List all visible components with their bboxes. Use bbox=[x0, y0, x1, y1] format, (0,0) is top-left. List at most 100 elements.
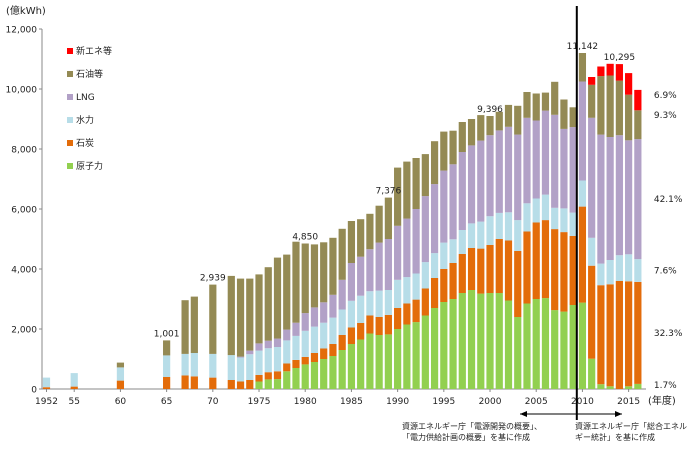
bar-segment bbox=[486, 245, 494, 293]
legend-swatch bbox=[67, 117, 73, 123]
x-tick-label: 1990 bbox=[386, 397, 409, 407]
source-note: 資源エネルギー庁「総合エネル bbox=[575, 421, 687, 431]
bar-segment bbox=[301, 364, 309, 389]
bar-segment bbox=[458, 122, 466, 152]
bar-segment bbox=[384, 290, 392, 315]
bar-segment bbox=[486, 216, 494, 245]
share-label: 1.7% bbox=[654, 381, 677, 391]
bar-segment bbox=[569, 305, 577, 389]
bar-segment bbox=[366, 315, 374, 334]
bar-segment bbox=[523, 117, 531, 204]
x-tick-label: 55 bbox=[68, 397, 79, 407]
bar-segment bbox=[70, 386, 78, 389]
bar-segment bbox=[625, 281, 633, 387]
bar-segment bbox=[375, 290, 383, 317]
bar-segment bbox=[255, 381, 263, 389]
bar-segment bbox=[458, 254, 466, 293]
bar-segment bbox=[560, 99, 568, 129]
x-axis-unit: (年度) bbox=[648, 394, 676, 407]
bar-segment bbox=[495, 293, 503, 389]
bar-segment bbox=[357, 339, 365, 389]
bar-segment bbox=[560, 128, 568, 209]
bar-segment bbox=[467, 223, 476, 248]
bar-segment bbox=[477, 115, 485, 141]
bar-segment bbox=[190, 376, 198, 389]
x-tick-label: 2005 bbox=[525, 397, 548, 407]
bar-segment bbox=[430, 253, 439, 278]
bar-segment bbox=[310, 362, 319, 389]
bar-segment bbox=[338, 335, 346, 350]
bar-segment bbox=[283, 329, 291, 341]
bar-segment bbox=[440, 302, 448, 389]
bar-segment bbox=[569, 212, 577, 236]
bar-segment bbox=[227, 380, 235, 389]
total-label: 11,142 bbox=[567, 42, 599, 52]
bar-segment bbox=[486, 116, 494, 136]
bar-segment bbox=[504, 300, 513, 389]
bar-segment bbox=[495, 111, 503, 131]
bar-segment bbox=[412, 273, 420, 300]
bar-segment bbox=[578, 81, 587, 181]
bar-segment bbox=[394, 225, 402, 280]
bar-segment bbox=[320, 348, 328, 359]
bar-segment bbox=[477, 140, 485, 222]
bar-segment bbox=[551, 207, 559, 230]
bar-segment bbox=[495, 239, 503, 293]
bar-segment bbox=[560, 208, 568, 233]
bar-segment bbox=[357, 219, 365, 257]
source-note: ギー統計」を基に作成 bbox=[575, 432, 655, 442]
bar-segment bbox=[273, 371, 282, 380]
bar-segment bbox=[421, 315, 429, 389]
bar-segment bbox=[283, 363, 291, 372]
bar-segment bbox=[329, 237, 337, 295]
bar-segment bbox=[606, 386, 614, 389]
bar-segment bbox=[338, 279, 346, 310]
bar-segment bbox=[42, 387, 51, 389]
share-label: 32.3% bbox=[654, 329, 683, 339]
y-tick-label: 12,000 bbox=[6, 26, 38, 36]
bar-segment bbox=[264, 348, 272, 373]
bar-segment bbox=[320, 242, 328, 303]
bar-segment bbox=[625, 386, 633, 389]
bar-segment bbox=[578, 302, 587, 389]
bar-segment bbox=[181, 375, 189, 389]
bar-segment bbox=[634, 259, 642, 282]
bar-segment bbox=[421, 154, 429, 197]
bar-segment bbox=[236, 357, 245, 382]
bar-segment bbox=[255, 350, 263, 375]
bar-segment bbox=[532, 198, 540, 223]
legend-swatch bbox=[67, 94, 73, 100]
bar-segment bbox=[588, 84, 596, 118]
bar-segment bbox=[116, 380, 125, 389]
bar-segment bbox=[625, 254, 633, 282]
bar-segment bbox=[366, 213, 374, 250]
bar-segment bbox=[412, 209, 420, 274]
bar-segment bbox=[310, 244, 319, 308]
legend-swatch bbox=[67, 71, 73, 77]
bar-segment bbox=[116, 367, 125, 381]
bar-segment bbox=[273, 347, 282, 372]
bar-segment bbox=[384, 239, 392, 290]
bar-segment bbox=[163, 340, 171, 356]
bar-segment bbox=[467, 119, 476, 146]
bar-segment bbox=[375, 205, 383, 243]
bar-segment bbox=[70, 373, 78, 387]
legend-label: 石炭 bbox=[76, 138, 94, 149]
bar-segment bbox=[606, 260, 614, 285]
bar-segment bbox=[449, 263, 457, 299]
bar-segment bbox=[301, 330, 309, 357]
bar-segment bbox=[560, 232, 568, 312]
bar-segment bbox=[375, 317, 383, 335]
bar-segment bbox=[514, 105, 522, 135]
bar-segment bbox=[569, 127, 577, 213]
bar-segment bbox=[384, 314, 392, 335]
bar-segment bbox=[597, 384, 605, 389]
bar-segment bbox=[273, 257, 282, 339]
bar-segment bbox=[273, 338, 282, 347]
bar-segment bbox=[541, 220, 550, 299]
bar-segment bbox=[292, 322, 300, 336]
bar-segment bbox=[578, 53, 587, 82]
bar-segment bbox=[255, 343, 263, 351]
bar-segment bbox=[227, 355, 235, 380]
